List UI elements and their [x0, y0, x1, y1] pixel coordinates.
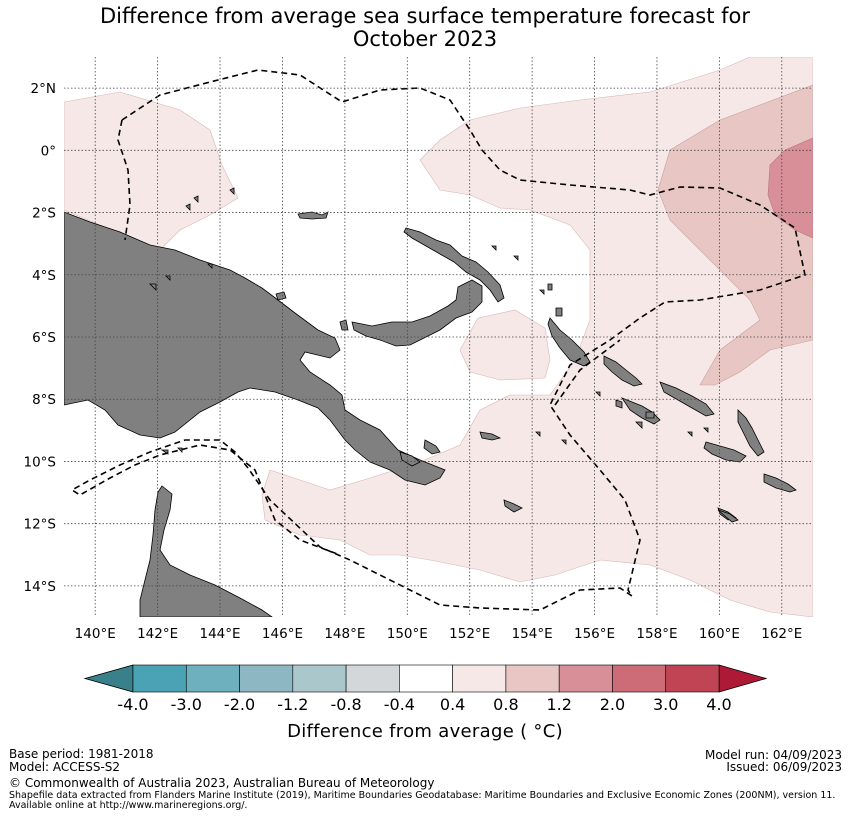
colorbar-tick-label: -4.0 [117, 695, 148, 714]
colorbar-swatch [132, 664, 187, 693]
colorbar-swatch [399, 664, 453, 693]
latitude-tick-label: 0° [41, 143, 56, 159]
model-name-text: Model: ACCESS-S2 [9, 760, 121, 774]
colorbar-swatch [345, 664, 400, 693]
longitude-tick-label: 140°E [75, 626, 116, 642]
longitude-tick-label: 160°E [699, 626, 740, 642]
malaita-island [737, 409, 765, 457]
map-area [64, 57, 813, 617]
latitude-tick-label: 10°S [24, 454, 57, 470]
latitude-tick-label: 8°S [32, 392, 56, 408]
colorbar-tick-label: -1.2 [277, 695, 308, 714]
chart-title-line-1: Difference from average sea surface temp… [100, 4, 750, 28]
colorbar-swatch [185, 664, 240, 693]
longitude-tick-labels: 140°E 142°E 144°E 146°E 148°E 150°E 152°E 154°E… [75, 626, 803, 642]
png-australia-boundary [117, 119, 131, 241]
colorbar-tick-label: -0.4 [384, 695, 415, 714]
colorbar-swatch [612, 664, 667, 693]
latitude-tick-label: 14°S [24, 579, 57, 595]
colorbar-swatch [558, 664, 613, 693]
latitude-tick-label: 6°S [32, 330, 56, 346]
colorbar-swatch [452, 664, 507, 693]
anomaly-region-0.8 [657, 84, 813, 386]
longitude-tick-label: 154°E [512, 626, 553, 642]
colorbar: -4.0 -3.0 -2.0 -1.2 -0.8 -0.4 0.4 0.8 1.2 2.0 3.0 4… [83, 664, 768, 714]
longitude-tick-label: 156°E [574, 626, 615, 642]
anomaly-region-1.2 [767, 137, 813, 239]
colorbar-tick-label: 0.4 [440, 695, 465, 714]
colorbar-tick-label: -0.8 [330, 695, 361, 714]
rennell-island [717, 509, 739, 523]
dentrecasteaux-islands [399, 439, 441, 467]
new-ireland-island [403, 227, 505, 303]
map-gridlines [64, 57, 813, 617]
small-islands [149, 187, 709, 455]
colorbar-tick-label: -2.0 [224, 695, 255, 714]
latitude-tick-label: 2°S [32, 206, 56, 222]
shapefile-credit-line-2: Available online at http://www.marinereg… [9, 800, 248, 811]
longitude-tick-label: 150°E [387, 626, 428, 642]
longitude-tick-label: 148°E [324, 626, 365, 642]
shapefile-credit-line-1: Shapefile data extracted from Flanders M… [9, 790, 836, 801]
choiseul-island [603, 355, 643, 387]
copyright-text: © Commonwealth of Australia 2023, Austra… [9, 776, 435, 790]
model-run-text: Model run: 04/09/2023 [704, 748, 842, 762]
chart-title-line-2: October 2023 [352, 27, 498, 51]
land-masses [64, 187, 797, 617]
new-guinea-landmass [64, 211, 446, 486]
latitude-tick-labels: 2°N 0° 2°S 4°S 6°S 8°S 10°S 12°S 14°S [24, 81, 57, 595]
anomaly-region-0.4-center [459, 309, 551, 381]
latitude-tick-label: 12°S [24, 517, 57, 533]
colorbar-extend-low [83, 664, 134, 693]
makira-island [763, 473, 797, 493]
colorbar-tick-label: 3.0 [653, 695, 678, 714]
issued-date-text: Issued: 06/09/2023 [726, 760, 842, 774]
longitude-tick-label: 146°E [262, 626, 303, 642]
colorbar-tick-label: 2.0 [600, 695, 625, 714]
longitude-tick-label: 152°E [449, 626, 490, 642]
longitude-tick-label: 162°E [761, 626, 802, 642]
colorbar-tick-label: 0.8 [493, 695, 518, 714]
solomons-boundary [554, 339, 621, 406]
longitude-tick-label: 142°E [137, 626, 178, 642]
colorbar-tick-label: 1.2 [546, 695, 571, 714]
latitude-tick-label: 4°S [32, 268, 56, 284]
longitude-tick-label: 144°E [200, 626, 241, 642]
longitude-tick-label: 158°E [636, 626, 677, 642]
colorbar-tick-label: 4.0 [706, 695, 731, 714]
new-britain-island [351, 279, 483, 347]
colorbar-extend-high [718, 664, 768, 693]
latitude-tick-label: 2°N [31, 81, 56, 97]
colorbar-swatch [239, 664, 294, 693]
guadalcanal-island [703, 441, 747, 463]
colorbar-title: Difference from average ( °C) [287, 721, 563, 742]
colorbar-swatch [665, 664, 720, 693]
cape-york-peninsula [139, 485, 273, 617]
colorbar-swatch [505, 664, 560, 693]
colorbar-swatch [292, 664, 347, 693]
colorbar-tick-label: -3.0 [171, 695, 202, 714]
base-period-text: Base period: 1981-2018 [9, 747, 154, 761]
